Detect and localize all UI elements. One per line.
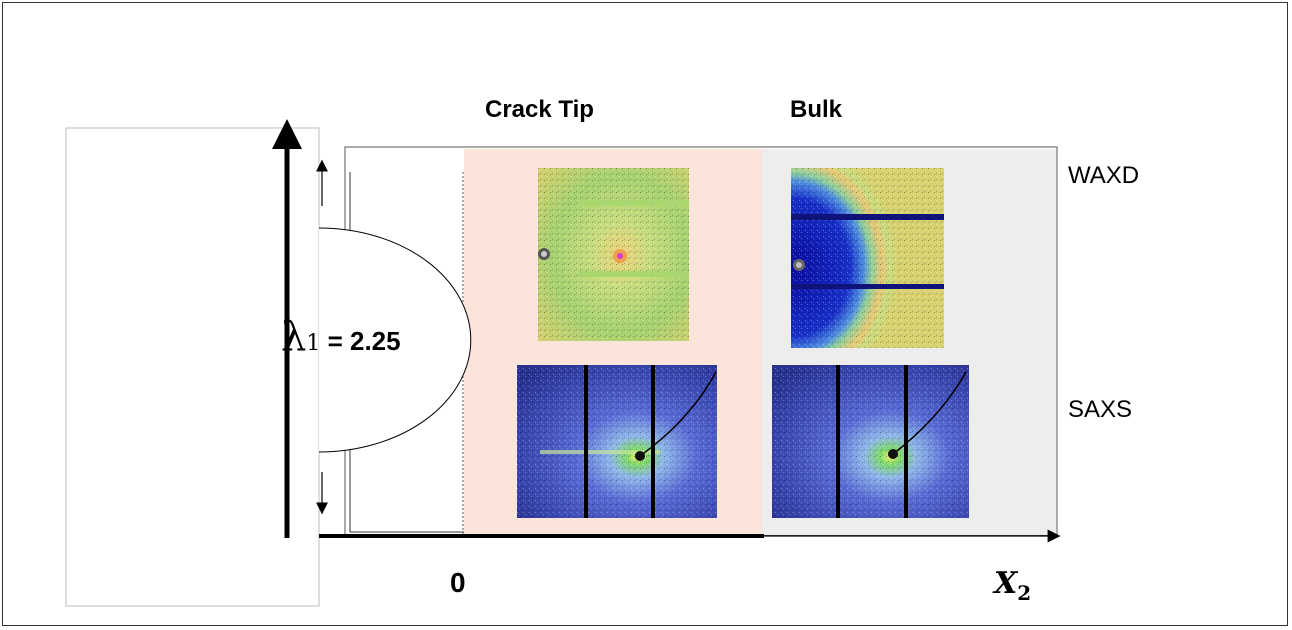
x2-var: X xyxy=(994,566,1018,601)
origin-label: 0 xyxy=(450,567,466,598)
x2-axis-label: X2 xyxy=(994,566,1031,605)
waxd-label: WAXD xyxy=(1068,162,1140,189)
saxs-crack-tip-image xyxy=(517,365,717,518)
stretch-ratio-value: = 2.25 xyxy=(320,326,401,356)
bulk-label: Bulk xyxy=(790,96,843,123)
specimen-box xyxy=(65,127,320,607)
lambda-symbol: λ xyxy=(281,314,307,360)
crack-ellipse xyxy=(318,227,472,453)
waxd-bulk-image xyxy=(791,168,944,348)
saxs-bulk-image xyxy=(772,365,969,518)
waxd-crack-tip-image xyxy=(538,168,689,341)
lambda-subscript: 1 xyxy=(306,331,321,356)
stretch-ratio-label: λ1 = 2.25 xyxy=(281,314,401,360)
crack-tip-label: Crack Tip xyxy=(485,96,594,123)
saxs-label: SAXS xyxy=(1068,396,1133,423)
x2-subscript: 2 xyxy=(1017,581,1032,605)
